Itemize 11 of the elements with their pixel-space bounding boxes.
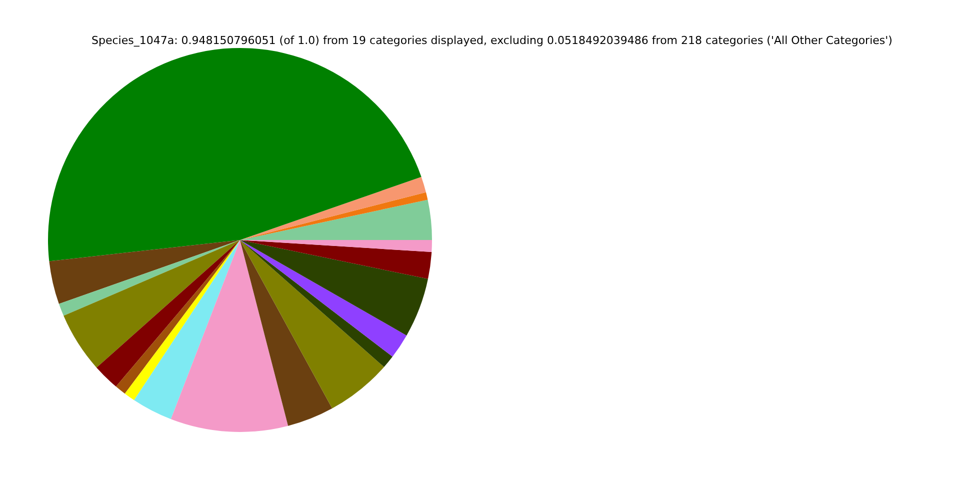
pie-slice [48, 48, 422, 262]
text: Species_1047a: 0.948150796051 (of 1.0) from 19 categories displayed, excluding 0.0518492039486 from 218 categories ('All Other Categories') [92, 34, 892, 47]
pie-slice [240, 240, 332, 426]
pie-slice [170, 240, 288, 432]
pie-slice [134, 240, 240, 420]
pie-slice [240, 200, 432, 240]
pie-slice [240, 192, 428, 240]
pie-slice [58, 240, 240, 316]
pie-slice [240, 240, 407, 357]
pie-slice [49, 240, 240, 304]
pie-slice [240, 176, 426, 240]
